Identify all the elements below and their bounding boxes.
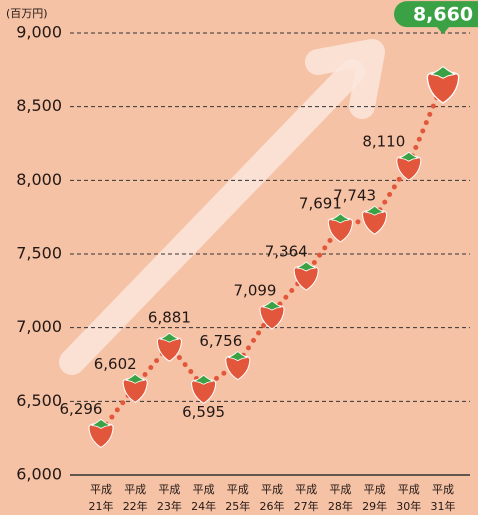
strawberry-marker	[397, 152, 421, 180]
value-label: 7,364	[265, 243, 308, 261]
y-tick-label: 7,000	[16, 317, 62, 336]
value-label: 8,110	[362, 133, 405, 151]
trend-arrow	[72, 72, 352, 362]
value-label: 8,660	[413, 4, 473, 26]
value-label: 6,756	[199, 332, 242, 350]
unit-label: (百万円)	[6, 7, 48, 20]
strawberry-marker	[123, 374, 147, 402]
chart: (百万円) 6,000 6,500 7,000 7,500 8,000 8,500 9,00…	[0, 0, 478, 515]
value-label: 6,595	[182, 403, 225, 421]
strawberry-marker	[226, 352, 250, 380]
y-tick-label: 6,500	[16, 391, 62, 410]
y-tick-label: 9,000	[16, 23, 62, 42]
value-label: 7,099	[234, 282, 277, 300]
value-label: 6,296	[60, 400, 103, 418]
y-tick-label: 6,000	[16, 465, 62, 484]
y-tick-label: 8,500	[16, 96, 62, 115]
y-tick-label: 7,500	[16, 244, 62, 263]
strawberry-marker	[427, 67, 458, 103]
strawberry-marker	[328, 214, 352, 242]
value-label: 6,602	[94, 355, 137, 373]
strawberry-marker	[89, 419, 113, 447]
value-label: 6,881	[148, 309, 191, 327]
y-tick-label: 8,000	[16, 170, 62, 189]
strawberry-marker	[363, 206, 387, 234]
value-label: 7,743	[333, 187, 376, 205]
